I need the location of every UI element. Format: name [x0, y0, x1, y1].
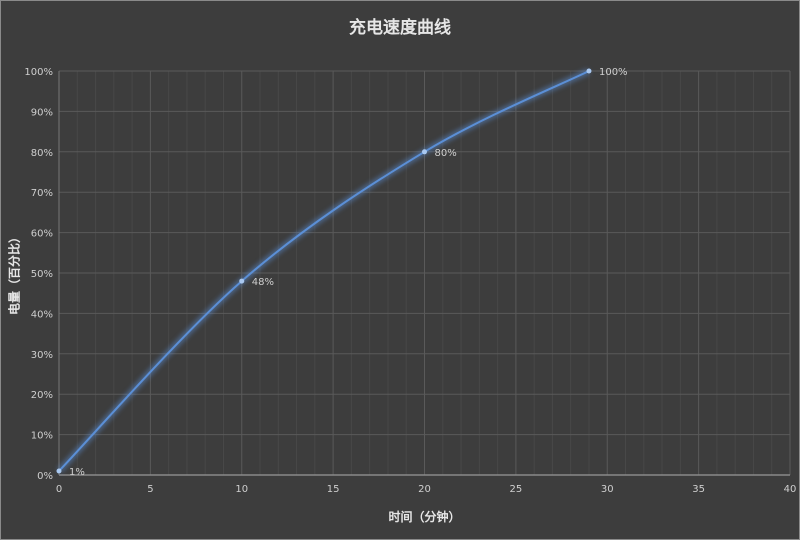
y-tick-label: 0% [37, 471, 53, 482]
y-tick-label: 20% [31, 390, 53, 401]
x-tick-label: 20 [418, 484, 431, 495]
y-tick-label: 30% [31, 350, 53, 361]
y-tick-label: 60% [31, 229, 53, 240]
chart-title: 充电速度曲线 [349, 18, 451, 38]
x-tick-label: 40 [784, 484, 797, 495]
x-tick-label: 5 [147, 484, 153, 495]
data-label: 80% [435, 148, 457, 159]
x-tick-label: 15 [327, 484, 340, 495]
data-label: 48% [252, 277, 274, 288]
y-tick-label: 40% [31, 309, 53, 320]
data-point [56, 468, 62, 474]
data-label: 1% [69, 467, 85, 478]
x-tick-label: 10 [235, 484, 248, 495]
y-tick-label: 10% [31, 431, 53, 442]
x-tick-label: 0 [56, 484, 62, 495]
x-axis-label: 时间（分钟） [388, 510, 461, 524]
y-tick-label: 80% [31, 148, 53, 159]
y-tick-label: 50% [31, 269, 53, 280]
data-label: 100% [599, 67, 628, 78]
x-tick-label: 35 [692, 484, 705, 495]
series-line-glow [56, 68, 591, 474]
y-tick-label: 70% [31, 188, 53, 199]
data-point [239, 278, 245, 284]
y-tick-label: 90% [31, 107, 53, 118]
x-tick-label: 30 [601, 484, 614, 495]
series-line [58, 70, 590, 472]
y-tick-label: 100% [24, 67, 53, 78]
x-tick-label: 25 [510, 484, 523, 495]
data-point [586, 68, 592, 74]
data-point [422, 149, 427, 155]
